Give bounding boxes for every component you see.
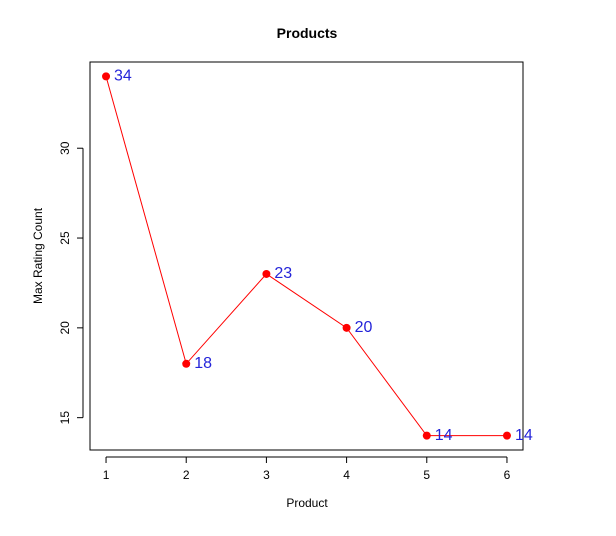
- x-axis-label: Product: [286, 496, 328, 510]
- data-points: [102, 72, 511, 440]
- data-label-6: 14: [515, 427, 533, 444]
- x-tick-label-5: 5: [423, 468, 430, 482]
- y-axis-label: Max Rating Count: [31, 207, 45, 304]
- data-point-4: [342, 323, 351, 332]
- y-tick-label-20: 20: [58, 321, 72, 335]
- data-point-5: [422, 431, 431, 440]
- y-axis: 15 20 25 30: [58, 141, 84, 425]
- data-point-2: [182, 359, 191, 368]
- data-label-4: 20: [355, 319, 373, 336]
- chart-title: Products: [277, 25, 338, 41]
- data-point-3: [262, 269, 271, 278]
- plot-frame: [89, 61, 524, 451]
- series-line: [105, 76, 507, 437]
- x-tick-label-3: 3: [263, 468, 270, 482]
- data-label-1: 34: [114, 68, 132, 85]
- x-tick-label-2: 2: [183, 468, 190, 482]
- data-label-2: 18: [194, 355, 212, 372]
- data-point-6: [502, 431, 511, 440]
- y-tick-label-25: 25: [58, 231, 72, 245]
- x-tick-label-1: 1: [103, 468, 110, 482]
- x-tick-label-6: 6: [504, 468, 511, 482]
- x-tick-label-4: 4: [343, 468, 350, 482]
- y-tick-label-30: 30: [58, 141, 72, 155]
- x-axis: 1 2 3 4 5 6: [103, 456, 511, 482]
- data-labels: 34 18 23 20 14 14: [114, 68, 533, 444]
- data-label-5: 14: [435, 427, 453, 444]
- data-label-3: 23: [274, 265, 292, 282]
- y-tick-label-15: 15: [58, 411, 72, 425]
- data-point-1: [102, 72, 111, 81]
